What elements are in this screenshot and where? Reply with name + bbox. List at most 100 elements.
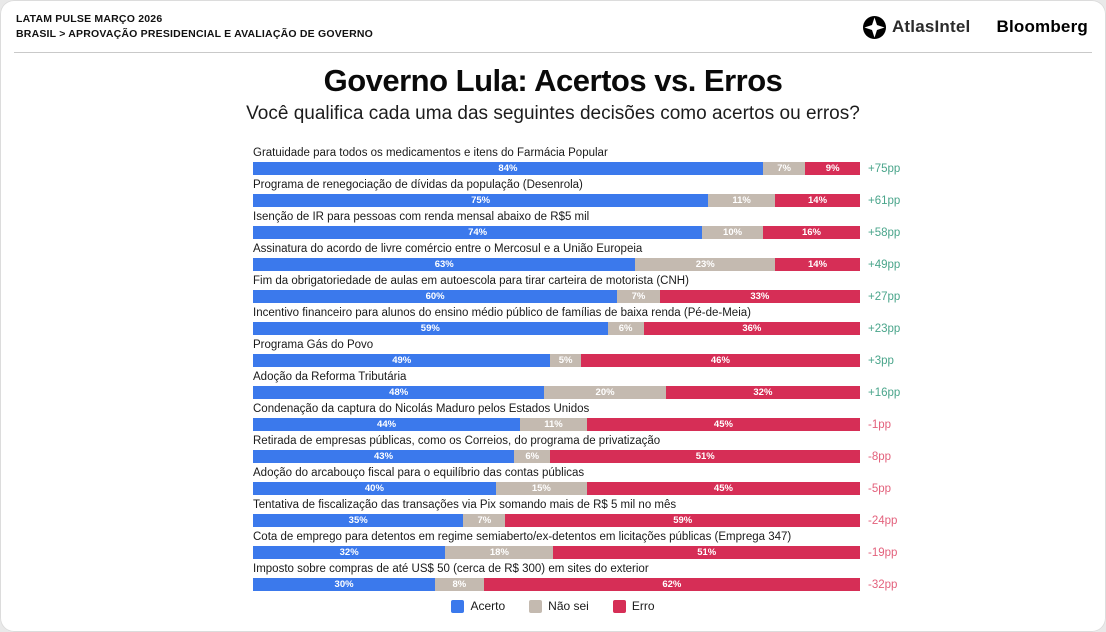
chart-row: Fim da obrigatoriedade de aulas em autoe… [253, 274, 953, 306]
bar-segment-erro: 45% [586, 482, 860, 495]
diff-label: -8pp [868, 450, 892, 463]
bar-segment-nao-sei: 6% [514, 450, 551, 463]
bar-segment-nao-sei: 15% [495, 482, 587, 495]
diff-label: +49pp [868, 258, 901, 271]
chart-row-bar-line: 84% 7% 9% +75pp [253, 162, 953, 175]
legend-label: Não sei [548, 599, 589, 613]
bar-segment-nao-sei: 5% [550, 354, 581, 367]
bar-segment-acerto: 84% [253, 162, 763, 175]
stacked-bar: 75% 11% 14% [253, 194, 860, 207]
bar-segment-nao-sei: 11% [708, 194, 776, 207]
chart-row-label: Gratuidade para todos os medicamentos e … [253, 147, 608, 159]
bar-segment-erro: 33% [659, 290, 860, 303]
bar-segment-erro: 14% [775, 258, 860, 271]
diff-label: +27pp [868, 290, 901, 303]
diff-label: -32pp [868, 578, 898, 591]
diff-label: -19pp [868, 546, 898, 559]
chart-row-bar-line: 60% 7% 33% +27pp [253, 290, 953, 303]
chart-row-bar-line: 48% 20% 32% +16pp [253, 386, 953, 399]
bar-segment-nao-sei: 18% [445, 546, 554, 559]
legend-label: Acerto [470, 599, 506, 613]
chart-row-bar-line: 59% 6% 36% +23pp [253, 322, 953, 335]
chart-row-bar-line: 40% 15% 45% -5pp [253, 482, 953, 495]
chart-row: Cota de emprego para detentos em regime … [253, 530, 953, 562]
chart-row-label: Fim da obrigatoriedade de aulas em autoe… [253, 275, 689, 287]
bar-segment-acerto: 59% [253, 322, 608, 335]
bar-segment-acerto: 30% [253, 578, 436, 591]
bar-segment-acerto: 49% [253, 354, 551, 367]
bar-segment-nao-sei: 7% [617, 290, 660, 303]
bar-segment-acerto: 60% [253, 290, 618, 303]
chart-row-bar-line: 35% 7% 59% -24pp [253, 514, 953, 527]
chart-row: Gratuidade para todos os medicamentos e … [253, 146, 953, 178]
stacked-bar: 43% 6% 51% [253, 450, 860, 463]
bar-segment-erro: 59% [505, 514, 860, 527]
chart-row-bar-line: 43% 6% 51% -8pp [253, 450, 953, 463]
report-header-text: LATAM PULSE MARÇO 2026 BRASIL > APROVAÇÃ… [16, 12, 373, 42]
chart-row-bar-line: 32% 18% 51% -19pp [253, 546, 953, 559]
bar-segment-nao-sei: 23% [635, 258, 776, 271]
bar-segment-acerto: 75% [253, 194, 709, 207]
bar-segment-erro: 51% [550, 450, 860, 463]
bar-segment-nao-sei: 7% [762, 162, 806, 175]
bar-segment-erro: 45% [586, 418, 860, 431]
chart-row-label: Condenação da captura do Nicolás Maduro … [253, 403, 590, 415]
stacked-bar: 59% 6% 36% [253, 322, 860, 335]
chart-row: Imposto sobre compras de até US$ 50 (cer… [253, 562, 953, 594]
diff-label: +23pp [868, 322, 901, 335]
bloomberg-wordmark: Bloomberg [996, 17, 1088, 37]
diff-label: -1pp [868, 418, 892, 431]
diff-label: +16pp [868, 386, 901, 399]
legend-swatch [612, 599, 626, 613]
chart-row: Adoção da Reforma Tributária 48% 20% 32%… [253, 370, 953, 402]
chart-row-bar-line: 63% 23% 14% +49pp [253, 258, 953, 271]
chart-legend: Acerto Não sei Erro [0, 599, 1106, 613]
chart-row-bar-line: 74% 10% 16% +58pp [253, 226, 953, 239]
bar-segment-erro: 62% [483, 578, 860, 591]
chart-row-label: Incentivo financeiro para alunos do ensi… [253, 307, 751, 319]
stacked-bar: 44% 11% 45% [253, 418, 860, 431]
bar-segment-nao-sei: 7% [463, 514, 506, 527]
chart-row-label: Tentativa de fiscalização das transações… [253, 499, 677, 511]
chart-row: Adoção do arcabouço fiscal para o equilí… [253, 466, 953, 498]
header-divider [14, 52, 1092, 54]
legend-item: Acerto [451, 599, 505, 613]
legend-label: Erro [631, 599, 655, 613]
logos: AtlasIntel Bloomberg [862, 15, 1088, 39]
diff-label: +58pp [868, 226, 901, 239]
bar-segment-acerto: 43% [253, 450, 515, 463]
stacked-bar: 63% 23% 14% [253, 258, 860, 271]
chart-row-bar-line: 44% 11% 45% -1pp [253, 418, 953, 431]
bar-segment-nao-sei: 10% [702, 226, 763, 239]
report-kicker: LATAM PULSE MARÇO 2026 [16, 13, 163, 25]
bar-segment-erro: 36% [643, 322, 860, 335]
chart-row-label: Programa Gás do Povo [253, 339, 374, 351]
chart-row-label: Adoção da Reforma Tributária [253, 371, 407, 383]
bar-segment-nao-sei: 11% [520, 418, 587, 431]
chart-row: Programa Gás do Povo 49% 5% 46% +3pp [253, 338, 953, 370]
chart-row-bar-line: 49% 5% 46% +3pp [253, 354, 953, 367]
diff-label: -5pp [868, 482, 892, 495]
page-title: Governo Lula: Acertos vs. Erros [323, 63, 783, 99]
bar-segment-acerto: 48% [253, 386, 545, 399]
stacked-bar: 48% 20% 32% [253, 386, 860, 399]
chart-row-bar-line: 75% 11% 14% +61pp [253, 194, 953, 207]
legend-item: Não sei [529, 599, 589, 613]
diff-label: +3pp [868, 354, 894, 367]
chart-row-label: Adoção do arcabouço fiscal para o equilí… [253, 467, 585, 479]
bar-segment-acerto: 35% [253, 514, 464, 527]
atlasintel-compass-icon [862, 15, 886, 39]
chart-row-label: Assinatura do acordo de livre comércio e… [253, 243, 643, 255]
chart-row-label: Programa de renegociação de dívidas da p… [253, 179, 583, 191]
stacked-bar: 32% 18% 51% [253, 546, 860, 559]
stacked-bar: 30% 8% 62% [253, 578, 860, 591]
bar-segment-erro: 51% [553, 546, 860, 559]
legend-item: Erro [612, 599, 655, 613]
bar-segment-erro: 16% [762, 226, 860, 239]
diff-label: -24pp [868, 514, 898, 527]
bar-segment-erro: 46% [580, 354, 860, 367]
bar-segment-acerto: 40% [253, 482, 496, 495]
page-subtitle: Você qualifica cada uma das seguintes de… [246, 103, 860, 125]
chart-row: Isenção de IR para pessoas com renda men… [253, 210, 953, 242]
bar-segment-erro: 14% [775, 194, 860, 207]
